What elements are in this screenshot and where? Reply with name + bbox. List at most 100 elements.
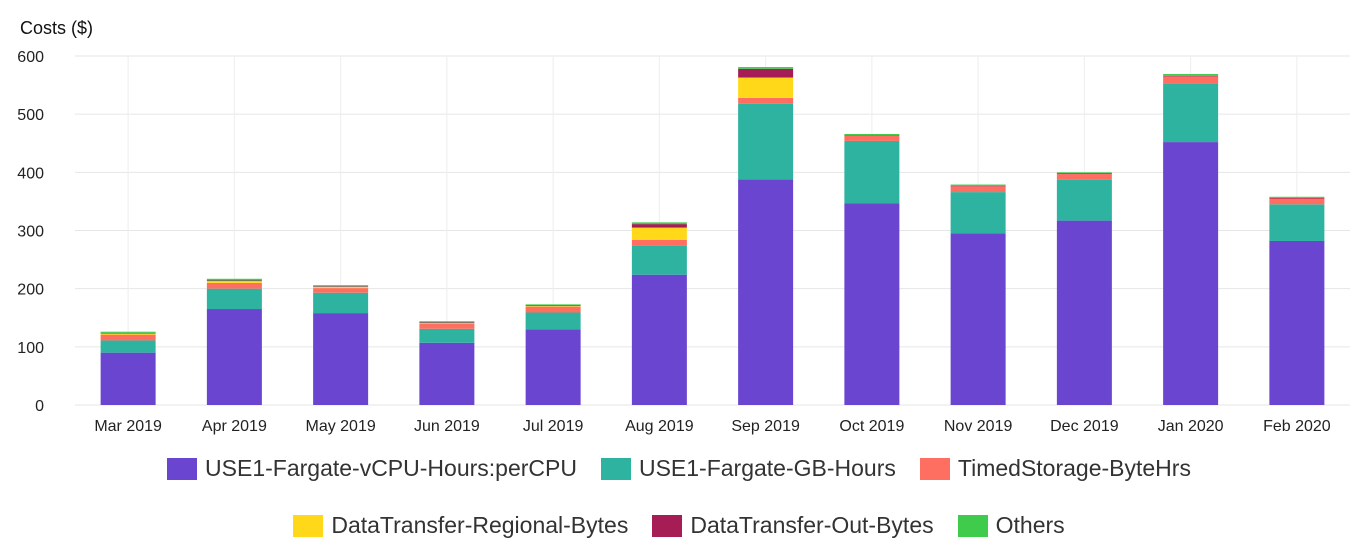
bar-segment-datatransfer-regional-bytes (631, 227, 687, 240)
bar-segment-use1-fargate-gb-hours (206, 288, 262, 310)
legend-item-vcpu-hours[interactable]: USE1-Fargate-vCPU-Hours:perCPU (167, 455, 577, 482)
y-axis-label: Costs ($) (20, 18, 94, 38)
x-tick-label: Sep 2019 (731, 418, 800, 435)
legend-label: DataTransfer-Out-Bytes (690, 512, 934, 538)
bar-segment-datatransfer-out-bytes (738, 68, 794, 78)
y-tick-label: 300 (17, 224, 44, 241)
bar-segment-datatransfer-out-bytes (1163, 75, 1219, 77)
bar-segment-use1-fargate-gb-hours (1269, 204, 1325, 241)
bar-segment-timedstorage-bytehrs (844, 135, 900, 141)
x-tick-label: Apr 2019 (202, 418, 267, 435)
bar-segment-timedstorage-bytehrs (1269, 198, 1325, 205)
bar-segment-datatransfer-out-bytes (844, 135, 900, 136)
bar-segment-datatransfer-out-bytes (631, 224, 687, 228)
bar-segment-use1-fargate-vcpu-hours-percpu (631, 274, 687, 405)
legend-row-2: DataTransfer-Regional-Bytes DataTransfer… (0, 512, 1358, 539)
x-tick-label: Nov 2019 (944, 418, 1013, 435)
bar-segment-others (100, 331, 156, 333)
bar-segment-use1-fargate-vcpu-hours-percpu (206, 309, 262, 405)
legend-item-timed-storage[interactable]: TimedStorage-ByteHrs (919, 455, 1191, 482)
bar-segment-datatransfer-out-bytes (313, 286, 369, 287)
legend-label: Others (995, 512, 1065, 538)
bar-segment-datatransfer-out-bytes (100, 332, 156, 334)
legend-row-1: USE1-Fargate-vCPU-Hours:perCPU USE1-Farg… (0, 455, 1358, 482)
bar-segment-use1-fargate-vcpu-hours-percpu (844, 203, 900, 405)
x-tick-label: May 2019 (305, 418, 375, 435)
bar-segment-use1-fargate-gb-hours (1056, 179, 1112, 221)
bars (100, 67, 1325, 405)
bar-segment-use1-fargate-vcpu-hours-percpu (419, 342, 475, 405)
bar-segment-others (1269, 196, 1325, 198)
bar-segment-use1-fargate-vcpu-hours-percpu (1056, 220, 1112, 405)
bar-segment-use1-fargate-vcpu-hours-percpu (950, 233, 1006, 405)
grid (75, 55, 1350, 406)
x-tick-label: Mar 2019 (94, 418, 162, 435)
bar-segment-datatransfer-out-bytes (525, 305, 581, 307)
stacked-bar-chart: 0 100 200 300 400 500 600 Mar 2019 Apr 2019 May 2… (17, 49, 1350, 435)
bar-segment-datatransfer-regional-bytes (525, 306, 581, 307)
tick-labels: 0 100 200 300 400 500 600 Mar 2019 Apr 2019 May 2… (17, 49, 1330, 435)
bar-segment-use1-fargate-vcpu-hours-percpu (525, 329, 581, 405)
x-tick-label: Oct 2019 (839, 418, 904, 435)
legend-label: DataTransfer-Regional-Bytes (331, 512, 629, 538)
bar-segment-use1-fargate-gb-hours (525, 312, 581, 330)
bar-segment-others (313, 285, 369, 287)
y-tick-label: 500 (17, 107, 44, 124)
y-tick-label: 100 (17, 340, 44, 357)
bar-segment-others (1163, 74, 1219, 76)
bar-segment-others (738, 67, 794, 69)
bar-segment-timedstorage-bytehrs (738, 97, 794, 104)
bar-segment-others (844, 133, 900, 136)
y-tick-label: 200 (17, 282, 44, 299)
legend-item-others[interactable]: Others (957, 512, 1065, 539)
bar-segment-use1-fargate-vcpu-hours-percpu (1269, 240, 1325, 405)
bar-segment-use1-fargate-gb-hours (631, 245, 687, 275)
bar-segment-use1-fargate-gb-hours (950, 192, 1006, 234)
legend-item-regional-bytes[interactable]: DataTransfer-Regional-Bytes (293, 512, 628, 539)
bar-segment-use1-fargate-vcpu-hours-percpu (1163, 142, 1219, 405)
bar-segment-datatransfer-out-bytes (1269, 197, 1325, 199)
x-tick-label: Jul 2019 (523, 418, 584, 435)
y-tick-label: 0 (35, 398, 44, 415)
bar-segment-use1-fargate-vcpu-hours-percpu (313, 313, 369, 405)
legend-swatch (957, 514, 988, 537)
legend-item-gb-hours[interactable]: USE1-Fargate-GB-Hours (600, 455, 896, 482)
y-tick-label: 600 (17, 49, 44, 66)
legend-swatch (652, 514, 683, 537)
bar-segment-datatransfer-out-bytes (950, 185, 1006, 187)
bar-segment-timedstorage-bytehrs (206, 282, 262, 289)
bar-segment-use1-fargate-gb-hours (1163, 83, 1219, 143)
bar-segment-others (631, 222, 687, 225)
bar-segment-timedstorage-bytehrs (525, 306, 581, 313)
bar-segment-use1-fargate-gb-hours (844, 140, 900, 204)
bar-segment-use1-fargate-vcpu-hours-percpu (738, 179, 794, 405)
legend-item-out-bytes[interactable]: DataTransfer-Out-Bytes (652, 512, 934, 539)
legend-swatch (293, 514, 324, 537)
bar-segment-timedstorage-bytehrs (1163, 76, 1219, 84)
bar-segment-use1-fargate-gb-hours (313, 292, 369, 314)
legend-swatch (167, 457, 198, 480)
x-tick-label: Jun 2019 (414, 418, 480, 435)
bar-segment-timedstorage-bytehrs (950, 186, 1006, 193)
bar-segment-others (1056, 172, 1112, 174)
bar-segment-datatransfer-regional-bytes (100, 333, 156, 335)
bar-segment-datatransfer-regional-bytes (419, 322, 475, 324)
bar-segment-use1-fargate-vcpu-hours-percpu (100, 352, 156, 405)
bar-segment-datatransfer-regional-bytes (738, 77, 794, 98)
bar-segment-timedstorage-bytehrs (1056, 174, 1112, 180)
bar-segment-others (950, 184, 1006, 186)
bar-segment-datatransfer-out-bytes (1056, 173, 1112, 175)
x-tick-label: Aug 2019 (625, 418, 694, 435)
legend-swatch (600, 457, 631, 480)
bar-segment-datatransfer-out-bytes (206, 280, 262, 282)
bar-segment-timedstorage-bytehrs (631, 239, 687, 246)
bar-segment-timedstorage-bytehrs (419, 323, 475, 329)
x-tick-label: Dec 2019 (1050, 418, 1119, 435)
bar-segment-others (419, 321, 475, 323)
x-tick-label: Jan 2020 (1158, 418, 1224, 435)
bar-segment-use1-fargate-gb-hours (100, 340, 156, 353)
y-tick-label: 400 (17, 165, 44, 182)
bar-segment-use1-fargate-gb-hours (419, 328, 475, 343)
bar-segment-timedstorage-bytehrs (313, 288, 369, 293)
bar-segment-others (206, 278, 262, 281)
